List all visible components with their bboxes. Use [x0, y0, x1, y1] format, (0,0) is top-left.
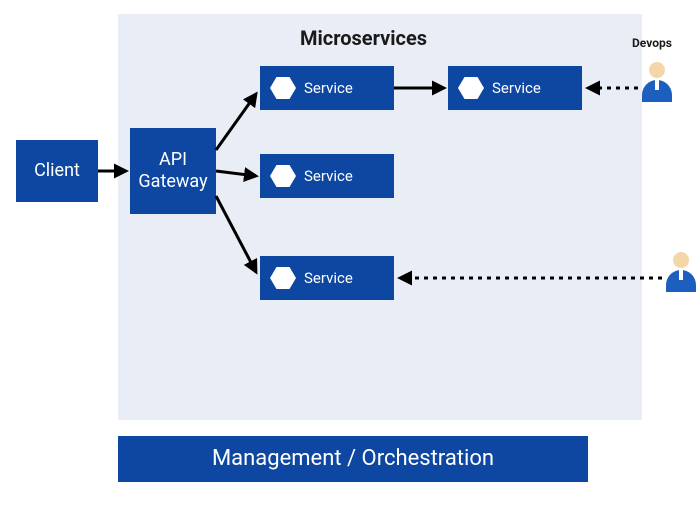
hexagon-icon — [270, 267, 296, 289]
service-label-4: Service — [304, 269, 353, 287]
person-head-icon — [649, 62, 665, 78]
service-label-3: Service — [304, 167, 353, 185]
microservices-title: Microservices — [300, 26, 427, 50]
devops-label: Devops — [632, 36, 672, 50]
api-gateway-label: API Gateway — [138, 149, 207, 192]
person-body-icon — [666, 270, 696, 292]
api-gateway-box: API Gateway — [130, 128, 216, 214]
devops-icon — [666, 252, 696, 294]
hexagon-icon — [270, 165, 296, 187]
management-orchestration-box: Management / Orchestration — [118, 436, 588, 482]
client-box: Client — [16, 140, 98, 202]
person-head-icon — [673, 252, 689, 268]
service-box-4: Service — [260, 256, 394, 300]
service-box-3: Service — [260, 154, 394, 198]
service-box-1: Service — [260, 66, 394, 110]
service-label-2: Service — [492, 79, 541, 97]
service-label-1: Service — [304, 79, 353, 97]
devops-icon — [642, 62, 672, 104]
hexagon-icon — [458, 77, 484, 99]
client-label: Client — [34, 160, 80, 182]
management-orchestration-label: Management / Orchestration — [212, 446, 494, 472]
person-body-icon — [642, 80, 672, 102]
hexagon-icon — [270, 77, 296, 99]
service-box-2: Service — [448, 66, 582, 110]
